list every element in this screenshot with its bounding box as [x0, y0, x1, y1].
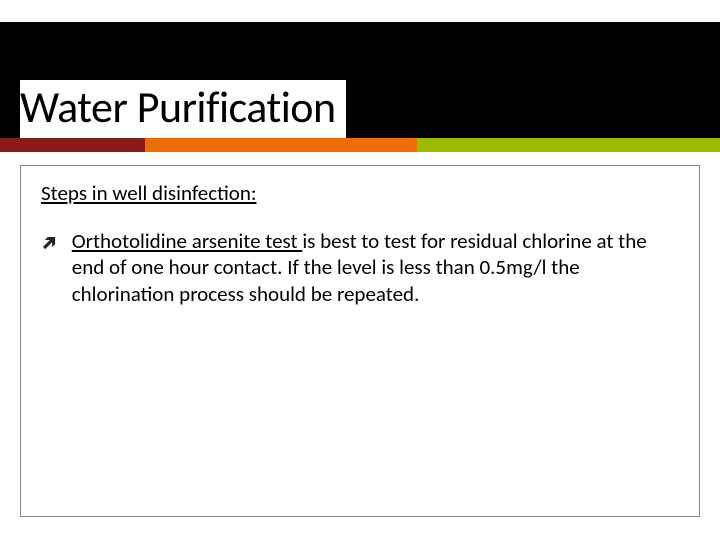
strip-segment-orange	[145, 138, 417, 152]
content-box: Steps in well disinfection: ➔ Orthotolid…	[20, 165, 700, 517]
list-item: ➔ Orthotolidine arsenite test is best to…	[41, 228, 679, 307]
page-title: Water Purification	[20, 80, 346, 138]
color-strip	[0, 138, 720, 152]
body-text: Orthotolidine arsenite test is best to t…	[72, 228, 679, 307]
underlined-term: Orthotolidine arsenite test	[72, 228, 303, 254]
strip-segment-lime	[417, 138, 720, 152]
strip-segment-maroon	[0, 138, 145, 152]
arrow-up-right-icon: ➔	[35, 228, 65, 258]
content-subtitle: Steps in well disinfection:	[41, 180, 679, 206]
